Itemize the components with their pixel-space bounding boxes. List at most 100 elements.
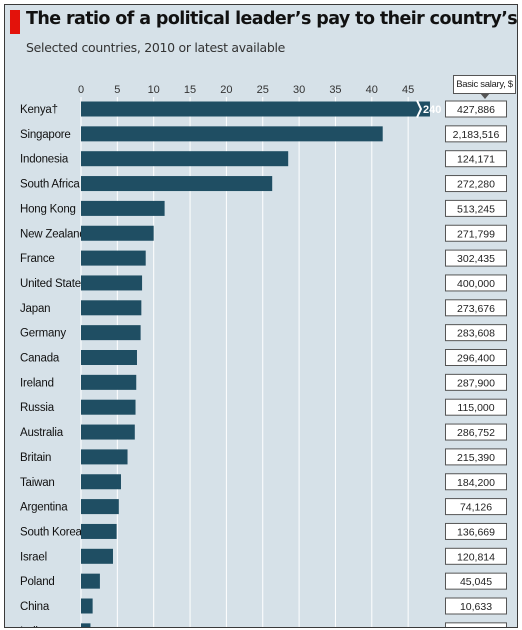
bar [81,523,117,539]
bar [81,350,137,365]
category-label: Japan [20,303,50,315]
x-tick-label: 40 [366,84,378,96]
salary-cell [445,175,507,193]
salary-value: 124,171 [457,154,495,166]
bar [81,449,128,465]
axis-break-mark [416,100,423,118]
salary-cell [445,423,507,441]
salary-column-header: Basic salary, $ [453,75,516,99]
category-label: India [20,626,45,627]
bar [81,325,141,341]
salary-value: 45,045 [460,576,492,588]
category-label: Singapore [20,129,71,141]
x-tick-label: 45 [402,84,414,96]
salary-value: 215,390 [457,452,495,464]
salary-value: 115,000 [457,402,494,414]
chart-subtitle: Selected countries, 2010 or latest avail… [26,40,286,55]
salary-value: 296,400 [457,353,495,365]
category-label: Canada [20,353,60,365]
bar [81,573,100,589]
salary-cell [445,299,507,317]
bar-value-label: 240 [423,104,441,116]
salary-value: 4,106 [463,626,489,627]
x-tick-label: 30 [293,84,305,96]
category-label: Poland [20,576,55,588]
x-tick-label: 20 [220,84,232,96]
x-tick-label: 10 [148,84,160,96]
bar [81,598,93,614]
salary-value: 10,633 [460,601,492,613]
salary-cell [445,373,507,391]
bar [81,250,146,266]
salary-value: 513,245 [457,203,495,215]
category-label: China [20,601,50,613]
x-tick-label: 35 [329,84,341,96]
salary-value: 283,608 [457,328,495,340]
bar [81,200,165,216]
salary-cell [445,597,507,615]
salary-value: 272,280 [457,179,495,191]
salary-cell [445,473,507,491]
salary-cell [445,498,507,516]
salary-value: 273,676 [457,303,495,315]
x-tick-label: 25 [257,84,269,96]
salary-value: 427,886 [457,104,495,116]
salary-cell [445,199,507,217]
x-tick-label: 0 [78,84,84,96]
chart-frame: The ratio of a political leader’s pay to… [4,4,518,628]
category-label: Germany [20,328,66,340]
bar [81,374,137,390]
salary-cell [445,150,507,168]
category-label: Hong Kong [20,203,76,215]
x-tick-label: 15 [184,84,196,96]
bar [81,548,113,564]
bar [81,151,289,167]
salary-value: 287,900 [457,377,495,389]
category-label: Israel [20,551,47,563]
bar [81,499,119,515]
category-label: Russia [20,402,55,414]
salary-value: 286,752 [457,427,495,439]
category-label: South Africa [20,179,80,191]
category-label: Kenya† [20,104,58,116]
bar [81,126,383,142]
bar [81,474,121,490]
salary-value: 302,435 [457,253,495,265]
salary-value: 136,669 [457,526,495,538]
salary-cell [445,249,507,267]
salary-value: 184,200 [457,477,495,489]
bar [81,275,143,291]
bar-chart: 0 5 10 15 20 25 30 35 40 45 Kenya† 240 427,886 Singap… [20,84,507,627]
bar [81,623,91,627]
category-label: South Korea [20,526,83,538]
category-label: Australia [20,427,64,439]
brand-tab [10,10,20,34]
salary-value: 400,000 [457,278,495,290]
salary-cell [445,125,507,143]
bar [81,399,136,415]
salary-cell [445,448,507,466]
salary-cell [445,547,507,565]
salary-cell [445,274,507,292]
bar [81,300,142,316]
salary-cell [445,522,507,540]
salary-cell [445,398,507,416]
category-label: Taiwan [20,477,55,489]
x-tick-label: 5 [114,84,120,96]
category-label: Indonesia [20,154,69,166]
category-label: Ireland [20,377,54,389]
salary-value: 2,183,516 [453,129,500,141]
salary-value: 74,126 [460,502,492,514]
salary-value: 271,799 [457,228,495,240]
bar [81,225,154,241]
category-label: Argentina [20,502,68,514]
bar [81,101,430,117]
salary-value: 120,814 [457,551,495,563]
category-label: United States [20,278,87,290]
salary-cell [445,224,507,242]
bar [81,424,135,440]
salary-cell [445,572,507,590]
bar [81,176,273,192]
category-label: Britain [20,452,51,464]
chart-title: The ratio of a political leader’s pay to… [26,9,518,29]
